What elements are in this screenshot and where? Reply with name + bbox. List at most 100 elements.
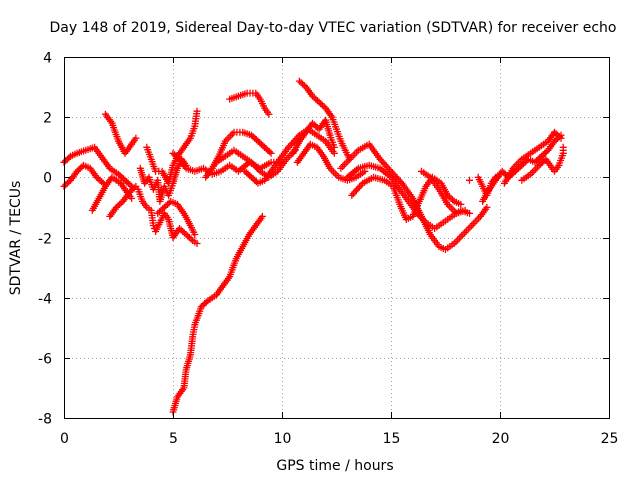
data-point: [330, 149, 338, 157]
data-point: [466, 209, 473, 217]
data-point-fill: [262, 145, 270, 153]
data-point: [457, 200, 465, 208]
data-point-fill: [201, 300, 209, 308]
data-point: [265, 110, 273, 118]
data-point: [128, 194, 136, 202]
data-point-fill: [449, 196, 457, 204]
data-point-fill: [164, 200, 172, 208]
data-point: [551, 128, 558, 136]
data-point: [160, 203, 168, 211]
data-point-fill: [75, 166, 83, 174]
data-points: [60, 77, 567, 416]
data-point-fill: [312, 95, 320, 103]
data-point: [125, 188, 133, 196]
data-point-fill: [130, 184, 138, 192]
data-point-fill: [536, 154, 544, 162]
data-point: [182, 231, 190, 238]
data-point-fill: [124, 179, 132, 187]
y-axis-label: SDTVAR / TECUs: [8, 181, 24, 296]
data-point: [531, 158, 539, 166]
x-tick-label: 25: [601, 431, 619, 447]
data-point-fill: [96, 176, 104, 184]
data-point: [498, 167, 506, 175]
data-point-fill: [118, 173, 126, 181]
data-point-fill: [537, 160, 545, 168]
data-point-fill: [539, 158, 546, 166]
x-tick-label: 20: [492, 431, 510, 447]
y-tick-label: -4: [38, 292, 52, 308]
grid-lines: [64, 57, 609, 418]
data-point-fill: [65, 154, 73, 162]
y-tick-label: 0: [43, 171, 52, 187]
data-point-fill: [177, 226, 185, 234]
data-point-fill: [187, 235, 195, 243]
data-point: [248, 131, 255, 139]
data-point: [466, 176, 473, 184]
data-point: [551, 137, 558, 145]
data-point: [115, 170, 122, 178]
x-tick-label: 5: [169, 431, 178, 447]
data-point-fill: [256, 139, 264, 147]
data-point-fill: [266, 148, 273, 156]
y-tick-label: 2: [43, 111, 52, 127]
data-point-fill: [541, 149, 549, 157]
data-point-fill: [252, 136, 260, 144]
data-point-fill: [299, 80, 307, 88]
data-point: [267, 149, 275, 157]
data-point: [93, 173, 101, 181]
data-point: [559, 143, 567, 151]
data-point-fill: [310, 94, 318, 102]
data-point-fill: [251, 134, 259, 142]
data-point-fill: [251, 176, 259, 184]
y-tick-label: -2: [38, 232, 52, 248]
data-point-fill: [317, 100, 325, 108]
data-point-fill: [98, 178, 106, 186]
y-axis-ticks: -8 -6 -4 -2 0 2 4: [38, 51, 609, 428]
data-point: [261, 143, 269, 151]
data-point-fill: [114, 202, 122, 210]
data-point: [191, 231, 199, 238]
data-point-fill: [155, 208, 163, 216]
x-tick-label: 0: [60, 431, 69, 447]
data-point-fill: [116, 200, 124, 208]
y-tick-label: -6: [38, 352, 52, 368]
data-point: [193, 107, 201, 115]
data-point-fill: [184, 232, 192, 240]
data-point-fill: [297, 79, 305, 87]
data-point-fill: [257, 140, 265, 148]
data-point: [248, 173, 255, 181]
data-point: [149, 222, 157, 229]
data-point-fill: [500, 169, 508, 177]
data-point-fill: [119, 175, 127, 183]
chart-title: Day 148 of 2019, Sidereal Day-to-day VTE…: [50, 20, 617, 36]
data-point-fill: [179, 228, 187, 235]
data-point-fill: [123, 178, 131, 186]
data-point-fill: [244, 170, 252, 178]
data-point-fill: [539, 151, 547, 159]
data-point: [258, 212, 266, 220]
data-point-fill: [199, 301, 207, 309]
data-point-fill: [521, 158, 529, 166]
data-point-fill: [555, 133, 563, 141]
data-point-fill: [534, 155, 542, 163]
data-point-fill: [447, 194, 455, 202]
data-point-fill: [554, 131, 562, 139]
data-point-fill: [243, 169, 251, 177]
data-point-fill: [172, 152, 180, 160]
data-point: [557, 134, 565, 142]
data-point: [330, 143, 338, 151]
y-tick-label: -8: [38, 412, 52, 428]
x-tick-label: 15: [383, 431, 401, 447]
data-point: [169, 149, 177, 157]
y-tick-label: 4: [43, 51, 52, 67]
data-point-fill: [310, 121, 318, 129]
data-point: [315, 98, 323, 106]
data-point: [193, 240, 201, 247]
data-point: [483, 203, 491, 211]
x-axis-label: GPS time / hours: [276, 458, 393, 474]
x-axis-ticks: 0 5 10 15 20 25: [60, 57, 618, 447]
data-point: [132, 134, 140, 142]
data-point-fill: [157, 206, 165, 214]
data-point: [461, 206, 469, 214]
